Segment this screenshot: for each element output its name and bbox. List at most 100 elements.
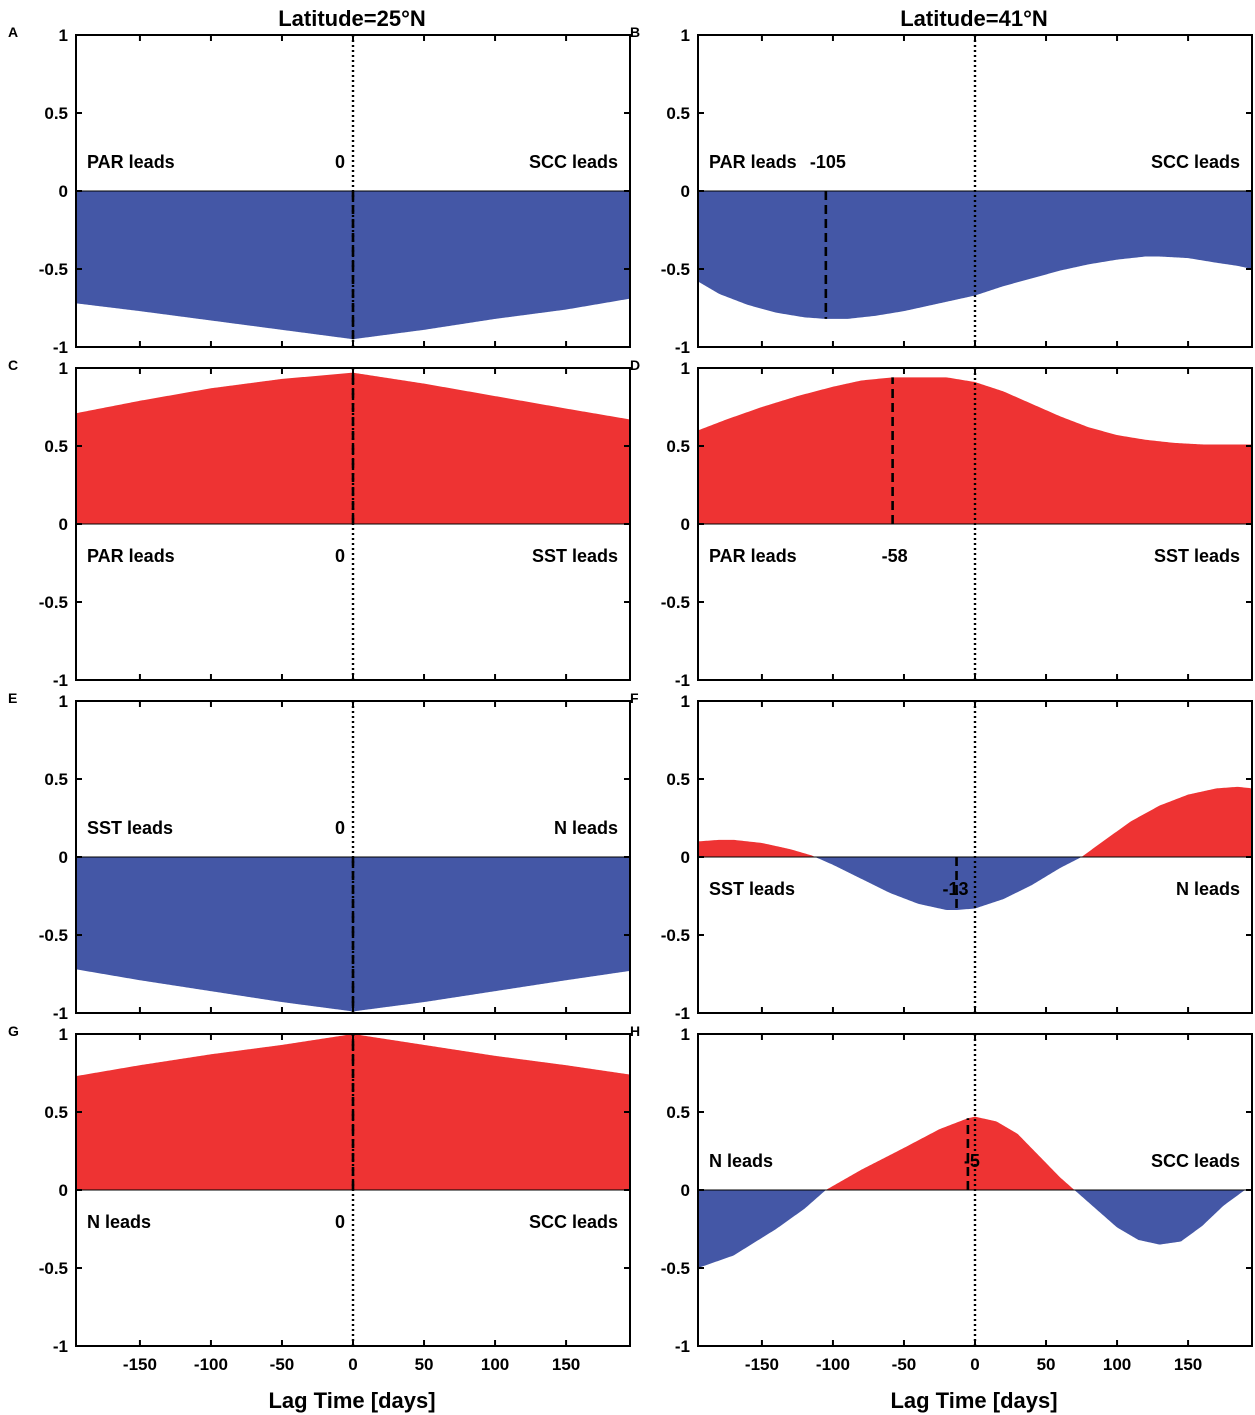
negative-correlation-area	[698, 857, 1252, 911]
panels-group: 1 0.5 0 -0.5 -1 A PAR leads SCC leads 0 1 0.5 0 -0.5…	[8, 24, 1253, 1374]
right-lead-label: N leads	[554, 818, 618, 838]
panel-a: 1 0.5 0 -0.5 -1 A PAR leads SCC leads 0	[8, 24, 631, 357]
peak-lag-label: 0	[335, 546, 345, 566]
right-lead-label: SST leads	[532, 546, 618, 566]
x-tick-label: -100	[816, 1355, 850, 1374]
panel-g: -150 -100 -50 0 50 100 150 1 0.5 0 -0.5 -1 G N leads S…	[8, 1023, 631, 1374]
panel-letter: H	[630, 1023, 640, 1039]
y-tick-label: 1	[59, 692, 68, 711]
panel-c: 1 0.5 0 -0.5 -1 C PAR leads SST leads 0	[8, 357, 631, 690]
left-lead-label: N leads	[709, 1151, 773, 1171]
x-tick-label: -50	[892, 1355, 917, 1374]
y-tick-label: -0.5	[39, 1259, 68, 1278]
y-tick-label: 0.5	[44, 437, 68, 456]
y-tick-label: 1	[59, 1025, 68, 1044]
right-lead-label: SCC leads	[1151, 152, 1240, 172]
x-tick-label: 50	[415, 1355, 434, 1374]
panel-b: 1 0.5 0 -0.5 -1 B PAR leads SCC leads -105	[630, 24, 1253, 357]
panel-h: -150 -100 -50 0 50 100 150 1 0.5 0 -0.5 -1 H N leads S…	[630, 1023, 1253, 1374]
x-tick-label: 0	[348, 1355, 357, 1374]
y-tick-label: -1	[675, 1337, 690, 1356]
y-tick-label: -1	[53, 338, 68, 357]
y-tick-label: -0.5	[39, 593, 68, 612]
panel-letter: F	[630, 690, 639, 706]
y-tick-label: -1	[53, 671, 68, 690]
y-tick-label: -1	[675, 671, 690, 690]
y-tick-label: 0.5	[666, 104, 690, 123]
x-tick-label: -150	[745, 1355, 779, 1374]
y-tick-label: 1	[681, 26, 690, 45]
right-lead-label: SCC leads	[1151, 1151, 1240, 1171]
panel-d: 1 0.5 0 -0.5 -1 D PAR leads SST leads -58	[630, 357, 1253, 690]
panel-letter: C	[8, 357, 18, 373]
y-tick-label: 0.5	[666, 437, 690, 456]
right-lead-label: SST leads	[1154, 546, 1240, 566]
x-axis-label-right: Lag Time [days]	[890, 1388, 1057, 1413]
y-tick-label: -1	[675, 1004, 690, 1023]
peak-lag-label: 0	[335, 152, 345, 172]
y-tick-label: 0.5	[44, 104, 68, 123]
left-lead-label: N leads	[87, 1212, 151, 1232]
x-tick-label: -150	[123, 1355, 157, 1374]
y-tick-label: 0	[681, 848, 690, 867]
x-tick-label: 50	[1037, 1355, 1056, 1374]
peak-lag-label: 0	[335, 818, 345, 838]
y-tick-label: 0	[59, 848, 68, 867]
y-tick-label: 1	[681, 1025, 690, 1044]
y-tick-label: 0.5	[44, 1103, 68, 1122]
positive-correlation-area	[698, 1116, 1252, 1190]
peak-lag-label: 0	[335, 1212, 345, 1232]
y-tick-label: 0	[59, 1181, 68, 1200]
left-lead-label: PAR leads	[87, 152, 175, 172]
right-lead-label: SCC leads	[529, 1212, 618, 1232]
x-tick-label: -50	[270, 1355, 295, 1374]
negative-correlation-area	[698, 1190, 1252, 1268]
left-lead-label: PAR leads	[709, 152, 797, 172]
column-title-right: Latitude=41°N	[900, 6, 1048, 31]
y-tick-label: 0	[59, 515, 68, 534]
y-tick-label: 1	[681, 359, 690, 378]
y-tick-label: -0.5	[661, 260, 690, 279]
y-tick-label: -0.5	[39, 260, 68, 279]
negative-correlation-area	[698, 191, 1252, 319]
left-lead-label: SST leads	[87, 818, 173, 838]
y-tick-label: 0.5	[666, 1103, 690, 1122]
panel-f: 1 0.5 0 -0.5 -1 F SST leads N leads -13	[630, 690, 1253, 1023]
peak-lag-label: -13	[943, 879, 969, 899]
panel-letter: A	[8, 24, 18, 40]
y-tick-label: -1	[675, 338, 690, 357]
y-tick-label: 1	[59, 359, 68, 378]
y-tick-label: 0	[681, 182, 690, 201]
y-tick-label: -0.5	[661, 926, 690, 945]
x-axis-label-left: Lag Time [days]	[268, 1388, 435, 1413]
y-tick-label: 1	[681, 692, 690, 711]
y-tick-label: -1	[53, 1337, 68, 1356]
y-tick-label: 0	[681, 515, 690, 534]
y-tick-label: 0	[59, 182, 68, 201]
y-tick-label: -0.5	[661, 1259, 690, 1278]
positive-correlation-area	[698, 377, 1252, 524]
y-tick-label: -0.5	[39, 926, 68, 945]
panel-letter: G	[8, 1023, 19, 1039]
x-tick-label: 150	[1174, 1355, 1202, 1374]
panel-letter: E	[8, 690, 17, 706]
x-tick-label: 100	[481, 1355, 509, 1374]
x-tick-label: 100	[1103, 1355, 1131, 1374]
right-lead-label: N leads	[1176, 879, 1240, 899]
x-tick-label: 150	[552, 1355, 580, 1374]
y-tick-label: 0	[681, 1181, 690, 1200]
column-title-left: Latitude=25°N	[278, 6, 426, 31]
x-tick-label: -100	[194, 1355, 228, 1374]
y-tick-label: 1	[59, 26, 68, 45]
peak-lag-label: -58	[882, 546, 908, 566]
y-tick-label: -0.5	[661, 593, 690, 612]
left-lead-label: SST leads	[709, 879, 795, 899]
panel-letter: D	[630, 357, 640, 373]
y-tick-label: 0.5	[44, 770, 68, 789]
right-lead-label: SCC leads	[529, 152, 618, 172]
y-tick-label: -1	[53, 1004, 68, 1023]
left-lead-label: PAR leads	[87, 546, 175, 566]
positive-correlation-area	[698, 786, 1252, 857]
peak-lag-label: -105	[810, 152, 846, 172]
